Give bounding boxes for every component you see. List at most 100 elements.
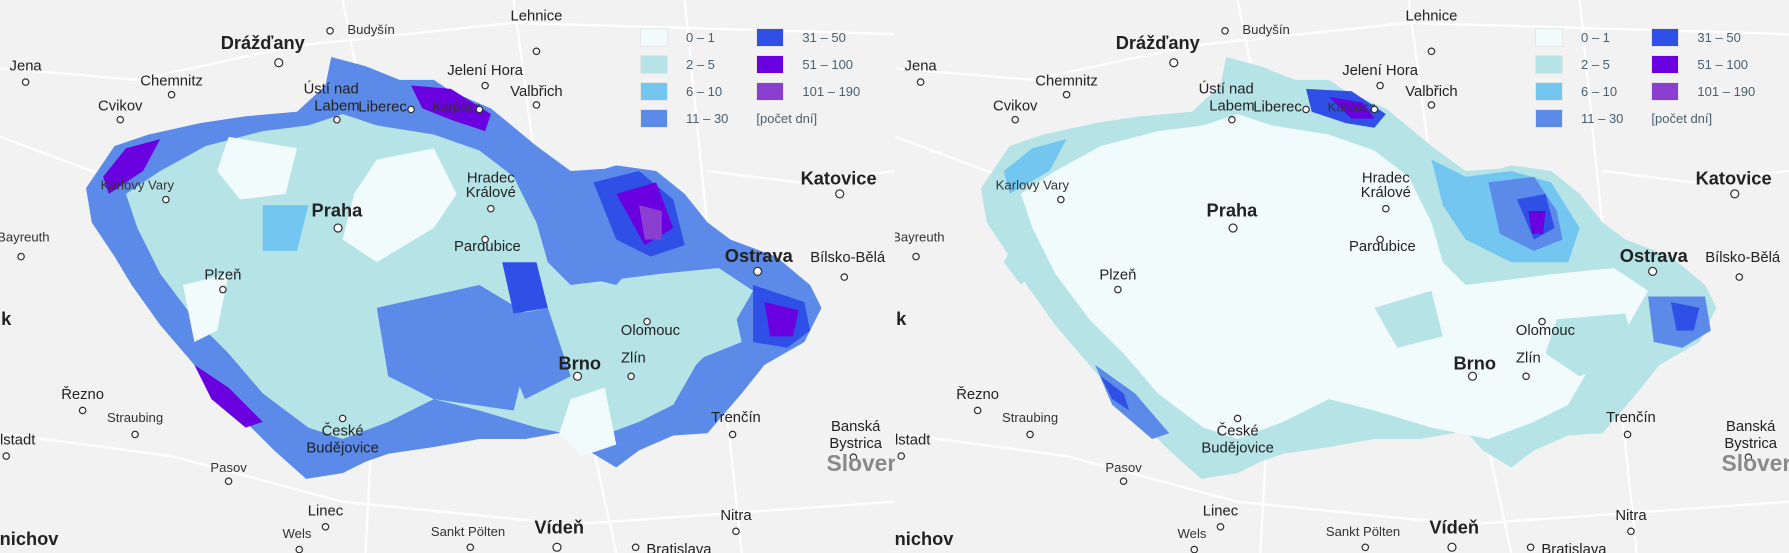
map-panel-right[interactable]: Drážďany Budyšín Lehnice Jena Chemnitz Cvikov… <box>895 0 1789 553</box>
frost-days-zone <box>411 85 491 132</box>
frost-days-zone <box>559 387 617 457</box>
city-label: Banská <box>831 419 881 435</box>
city-marker-icon <box>487 204 495 213</box>
city-marker-icon <box>1190 545 1199 553</box>
map-canvas[interactable]: Drážďany Budyšín Lehnice Jena Chemnitz Cvikov… <box>895 0 1789 553</box>
city-marker-icon <box>1382 204 1390 213</box>
city-marker-icon <box>1062 90 1071 99</box>
city-label: Liberec <box>358 100 407 116</box>
city-marker-icon <box>732 527 740 536</box>
frost-days-zone <box>1003 139 1067 194</box>
legend-label: 101 – 190 <box>802 84 861 99</box>
city-marker-icon <box>849 453 858 462</box>
city-marker-icon <box>116 115 125 124</box>
city-marker-icon <box>338 414 347 423</box>
frost-days-zone <box>342 148 457 263</box>
city-marker-icon <box>274 58 284 68</box>
city-label: Cvikov <box>993 99 1038 115</box>
frost-days-zone <box>502 262 548 314</box>
legend-label: 6 – 10 <box>1581 84 1618 99</box>
city-marker-icon <box>1216 522 1225 531</box>
legend-swatch <box>1535 109 1563 128</box>
city-marker-icon <box>728 430 737 439</box>
frost-days-zone <box>1100 376 1130 411</box>
legend-item: 11 – 30 <box>1535 109 1623 128</box>
city-marker-icon <box>1302 105 1310 114</box>
city-marker-icon <box>532 47 541 56</box>
city-marker-icon <box>1228 223 1238 233</box>
map-canvas[interactable]: Drážďany Budyšín Lehnice Jena Chemnitz Cvikov… <box>0 0 895 553</box>
city-label: Vídeň <box>534 517 584 538</box>
city-marker-icon <box>1221 26 1229 35</box>
city-label: Zlín <box>1516 351 1541 367</box>
city-label: Chemnitz <box>140 74 203 90</box>
legend-label: 0 – 1 <box>1581 30 1610 45</box>
legend-swatch <box>1535 28 1563 47</box>
city-label: Banská <box>1726 419 1776 435</box>
city-label: Plzeň <box>204 267 241 283</box>
city-marker-icon <box>916 78 925 86</box>
legend-item: 6 – 10 <box>640 82 728 101</box>
city-label: Labem <box>1209 99 1254 115</box>
city-label: Slover <box>1722 450 1789 476</box>
city-label: Bílsko-Bělá <box>810 250 886 266</box>
road <box>895 432 1789 526</box>
legend-swatch <box>1535 55 1563 74</box>
city-marker-icon <box>131 430 139 439</box>
frost-days-zone <box>182 273 229 343</box>
legend-swatch <box>640 28 668 47</box>
city-label: Katovice <box>801 168 877 189</box>
city-marker-icon <box>481 81 489 90</box>
city-label: Katovice <box>1696 168 1772 189</box>
city-label: lstadt <box>895 433 930 449</box>
legend-unit: [počet dní] <box>756 111 818 126</box>
city-label: Bystrica <box>1724 436 1777 452</box>
city-marker-icon <box>631 543 640 552</box>
city-marker-icon <box>1447 542 1457 552</box>
city-label: Nitra <box>720 508 752 524</box>
city-marker-icon <box>1735 273 1744 281</box>
legend-swatch <box>1651 28 1680 47</box>
city-label: nichov <box>0 528 59 549</box>
city-marker-icon <box>1648 266 1658 276</box>
city-label: Ostrava <box>1620 245 1689 266</box>
city-label: Králové <box>1361 185 1411 201</box>
legend-swatch <box>1651 55 1680 74</box>
city-label: Budyšín <box>1242 22 1289 37</box>
city-marker-icon <box>407 105 415 114</box>
legend-label: 2 – 5 <box>686 57 715 72</box>
legend-item: 31 – 50 <box>756 28 860 47</box>
city-label: Vídeň <box>1429 517 1479 538</box>
legend-label: 31 – 50 <box>802 30 846 45</box>
city-marker-icon <box>1026 430 1034 439</box>
city-marker-icon <box>1526 543 1535 552</box>
city-label: Jena <box>10 59 43 75</box>
legend: 0 – 1 31 – 50 2 – 5 51 – 100 6 – 10 101 – 190… <box>1535 28 1755 128</box>
legend-label: 51 – 100 <box>1697 57 1749 72</box>
map-panel-left[interactable]: Drážďany Budyšín Lehnice Jena Chemnitz Cvikov… <box>0 0 895 553</box>
city-marker-icon <box>466 543 475 552</box>
legend-item: 0 – 1 <box>640 28 728 47</box>
frost-days-zone <box>262 205 309 251</box>
city-marker-icon <box>1427 101 1436 109</box>
city-marker-icon <box>1744 453 1753 462</box>
city-label: Karlovy Vary <box>101 177 175 192</box>
city-label: Labem <box>314 99 359 115</box>
frost-days-zone <box>1545 313 1637 377</box>
city-label: Králové <box>466 185 516 201</box>
city-marker-icon <box>897 452 906 460</box>
legend-item: 2 – 5 <box>1535 55 1623 74</box>
legend-swatch <box>640 82 668 101</box>
road <box>895 21 1789 81</box>
city-marker-icon <box>1119 477 1128 485</box>
city-marker-icon <box>552 542 562 552</box>
city-label: Ostrava <box>725 245 794 266</box>
city-marker-icon <box>1376 81 1384 90</box>
road <box>0 432 895 526</box>
city-label: Pasov <box>210 460 247 475</box>
city-label: Hradec <box>467 170 515 186</box>
city-marker-icon <box>162 195 170 204</box>
legend-item: 6 – 10 <box>1535 82 1623 101</box>
city-marker-icon <box>333 115 341 124</box>
city-label: Ústí nad <box>1199 80 1254 97</box>
